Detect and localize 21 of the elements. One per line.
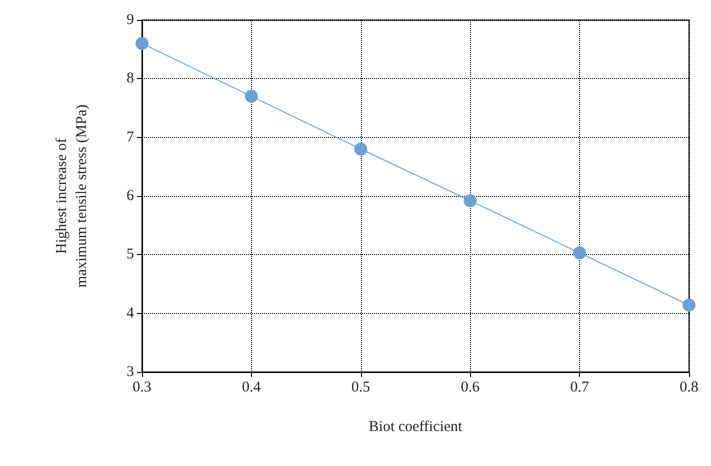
y-tick-label: 9 bbox=[126, 12, 134, 28]
y-tick-label: 3 bbox=[126, 364, 134, 380]
x-tick-label: 0.5 bbox=[351, 380, 370, 396]
y-tick-label: 7 bbox=[126, 129, 134, 146]
y-tick-label: 4 bbox=[126, 305, 134, 322]
x-tick-label: 0.8 bbox=[680, 380, 698, 396]
y-tick-label: 5 bbox=[126, 246, 134, 263]
point bbox=[573, 246, 586, 260]
point bbox=[354, 142, 368, 156]
x-tick-label: 0.7 bbox=[570, 380, 590, 396]
point bbox=[682, 298, 696, 312]
x-axis-title: Biot coefficient bbox=[368, 419, 464, 435]
x-tick-label: 0.3 bbox=[132, 380, 152, 396]
x-tick-label: 0.6 bbox=[460, 380, 480, 396]
y-tick-label: 6 bbox=[126, 188, 134, 204]
point bbox=[244, 90, 258, 103]
y-axis-title: Highest increase of maximum tensile stress (MPa) bbox=[54, 104, 90, 288]
point bbox=[464, 194, 477, 208]
y-tick-label: 8 bbox=[126, 70, 134, 87]
point bbox=[136, 36, 148, 50]
x-tick-label: 0.4 bbox=[242, 380, 262, 396]
